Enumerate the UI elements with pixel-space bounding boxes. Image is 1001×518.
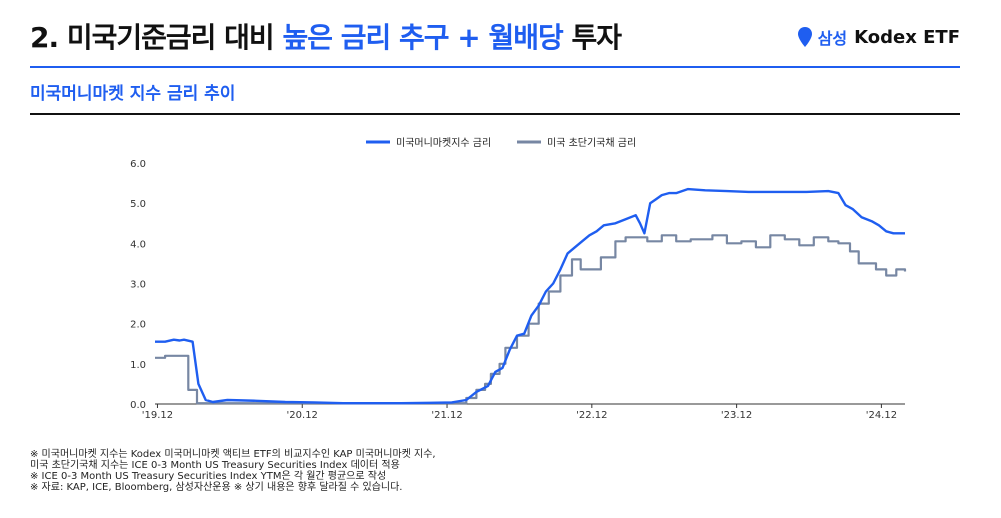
title-prefix: 2. 미국기준금리 대비 <box>30 21 275 54</box>
title-accent: 높은 금리 추구 + 월배당 <box>282 21 563 54</box>
x-tick-label: '23.12 <box>721 410 752 421</box>
header-divider <box>30 66 960 68</box>
footnotes: ※ 미국머니마켓 지수는 Kodex 미국머니마켓 액티브 ETF의 비교지수인… <box>30 449 436 493</box>
x-tick-label: '20.12 <box>287 410 318 421</box>
legend-label: 미국 초단기국채 금리 <box>547 137 636 149</box>
subtitle-divider <box>30 113 960 115</box>
title-suffix: 투자 <box>571 21 623 54</box>
location-pin-icon <box>797 27 812 47</box>
brand-kodex: Kodex ETF <box>854 26 960 48</box>
x-tick-label: '24.12 <box>866 410 897 421</box>
y-tick-label: 6.0 <box>130 159 146 170</box>
x-tick-label: '19.12 <box>142 410 173 421</box>
footnote-line: ※ ICE 0-3 Month US Treasury Securities I… <box>30 471 387 482</box>
y-tick-label: 1.0 <box>130 360 146 371</box>
brand-samsung: 삼성 <box>817 29 848 48</box>
y-tick-label: 5.0 <box>130 199 146 210</box>
chart-subtitle: 미국머니마켓 지수 금리 추이 <box>30 84 236 104</box>
x-tick-label: '22.12 <box>576 410 607 421</box>
line-chart: 6.0 5.0 4.0 3.0 2.0 1.0 0.0'19.12 '20.12 '21.12 '… <box>130 137 907 421</box>
y-tick-label: 0.0 <box>130 400 146 411</box>
y-tick-label: 2.0 <box>130 320 146 331</box>
series-line-2 <box>155 234 907 405</box>
y-tick-label: 3.0 <box>130 280 146 291</box>
footnote-line: ※ 미국머니마켓 지수는 Kodex 미국머니마켓 액티브 ETF의 비교지수인… <box>30 449 436 460</box>
series-line-1 <box>155 187 905 405</box>
legend-label: 미국머니마켓지수 금리 <box>396 137 491 149</box>
x-tick-label: '21.12 <box>431 410 462 421</box>
footnote-line: 미국 초단기국채 지수는 ICE 0-3 Month US Treasury S… <box>30 460 400 471</box>
y-tick-label: 4.0 <box>130 239 146 250</box>
page-title: 2. 미국기준금리 대비 높은 금리 추구 + 월배당 투자 <box>30 16 623 56</box>
brand-logo: 삼성 Kodex ETF <box>797 25 960 49</box>
footnote-line: ※ 자료: KAP, ICE, Bloomberg, 삼성자산운용 ※ 상기 내… <box>30 482 403 493</box>
